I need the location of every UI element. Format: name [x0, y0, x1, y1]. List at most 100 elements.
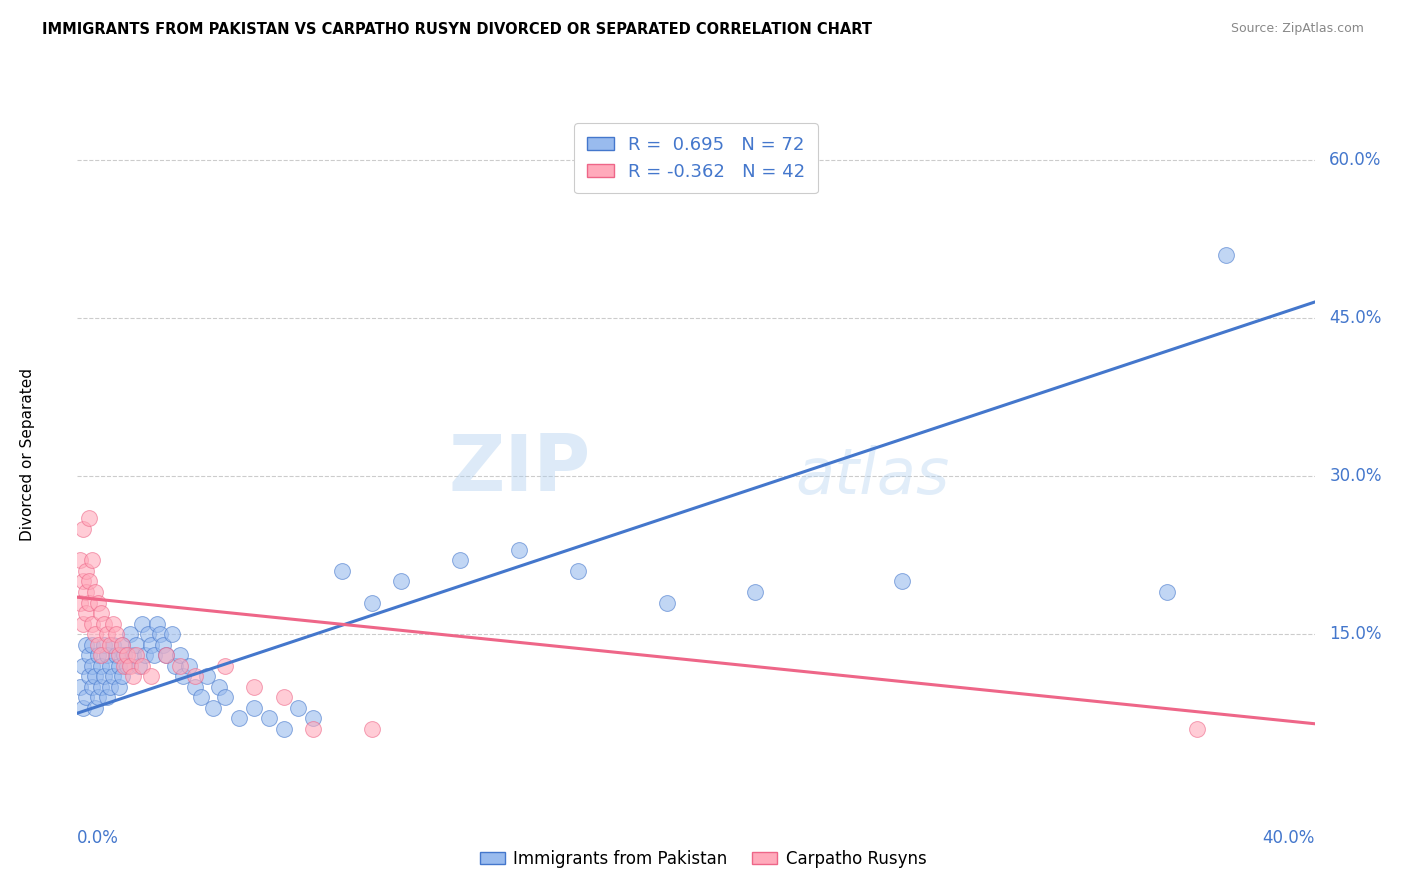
Legend: R =  0.695   N = 72, R = -0.362   N = 42: R = 0.695 N = 72, R = -0.362 N = 42: [574, 123, 818, 194]
Point: [117, 658, 139, 673]
Point: [891, 574, 914, 589]
Point: [139, 638, 162, 652]
Point: [160, 627, 183, 641]
Point: [120, 627, 142, 641]
Point: [84, 701, 107, 715]
Point: [90, 606, 112, 620]
Point: [98, 638, 121, 652]
Point: [87, 690, 110, 705]
Point: [107, 680, 129, 694]
Point: [449, 553, 471, 567]
Point: [101, 616, 124, 631]
Point: [655, 595, 678, 609]
Point: [190, 690, 212, 705]
Point: [149, 627, 172, 641]
Point: [228, 711, 250, 725]
Point: [69, 553, 91, 567]
Point: [142, 648, 165, 663]
Point: [195, 669, 218, 683]
Text: 15.0%: 15.0%: [1329, 625, 1382, 643]
Point: [75, 638, 97, 652]
Point: [69, 680, 91, 694]
Point: [273, 690, 295, 705]
Point: [125, 638, 148, 652]
Point: [90, 648, 112, 663]
Point: [98, 658, 121, 673]
Point: [75, 606, 97, 620]
Point: [107, 658, 129, 673]
Point: [114, 648, 136, 663]
Text: Divorced or Separated: Divorced or Separated: [20, 368, 35, 541]
Point: [122, 648, 145, 663]
Point: [96, 648, 118, 663]
Text: 40.0%: 40.0%: [1263, 830, 1315, 847]
Point: [184, 669, 207, 683]
Point: [302, 711, 325, 725]
Point: [152, 638, 174, 652]
Point: [90, 658, 112, 673]
Point: [1215, 247, 1237, 261]
Point: [104, 648, 127, 663]
Point: [110, 638, 132, 652]
Point: [87, 595, 110, 609]
Point: [84, 627, 107, 641]
Point: [84, 585, 107, 599]
Point: [273, 722, 295, 736]
Text: atlas: atlas: [794, 445, 949, 507]
Point: [80, 680, 103, 694]
Point: [125, 648, 148, 663]
Point: [107, 648, 129, 663]
Point: [72, 616, 94, 631]
Point: [80, 658, 103, 673]
Point: [90, 680, 112, 694]
Point: [214, 658, 236, 673]
Legend: Immigrants from Pakistan, Carpatho Rusyns: Immigrants from Pakistan, Carpatho Rusyn…: [472, 844, 934, 875]
Point: [98, 680, 121, 694]
Point: [389, 574, 412, 589]
Point: [155, 648, 177, 663]
Point: [179, 658, 201, 673]
Point: [136, 627, 159, 641]
Point: [257, 711, 280, 725]
Point: [169, 648, 191, 663]
Point: [1156, 585, 1178, 599]
Text: 45.0%: 45.0%: [1329, 309, 1382, 326]
Point: [77, 574, 100, 589]
Point: [93, 616, 115, 631]
Point: [243, 701, 266, 715]
Point: [87, 638, 110, 652]
Point: [72, 574, 94, 589]
Point: [80, 553, 103, 567]
Point: [146, 616, 169, 631]
Point: [75, 690, 97, 705]
Text: 0.0%: 0.0%: [77, 830, 120, 847]
Point: [75, 585, 97, 599]
Point: [1185, 722, 1208, 736]
Point: [208, 680, 231, 694]
Point: [361, 595, 384, 609]
Point: [80, 616, 103, 631]
Point: [69, 595, 91, 609]
Point: [128, 658, 150, 673]
Point: [110, 669, 132, 683]
Point: [567, 564, 589, 578]
Point: [287, 701, 309, 715]
Point: [117, 648, 139, 663]
Point: [120, 658, 142, 673]
Point: [163, 658, 186, 673]
Point: [110, 638, 132, 652]
Point: [744, 585, 766, 599]
Text: Source: ZipAtlas.com: Source: ZipAtlas.com: [1230, 22, 1364, 36]
Point: [96, 690, 118, 705]
Point: [93, 669, 115, 683]
Point: [361, 722, 384, 736]
Point: [155, 648, 177, 663]
Point: [508, 542, 530, 557]
Point: [75, 564, 97, 578]
Point: [93, 638, 115, 652]
Point: [131, 616, 153, 631]
Text: 60.0%: 60.0%: [1329, 151, 1382, 169]
Point: [87, 648, 110, 663]
Point: [302, 722, 325, 736]
Point: [201, 701, 224, 715]
